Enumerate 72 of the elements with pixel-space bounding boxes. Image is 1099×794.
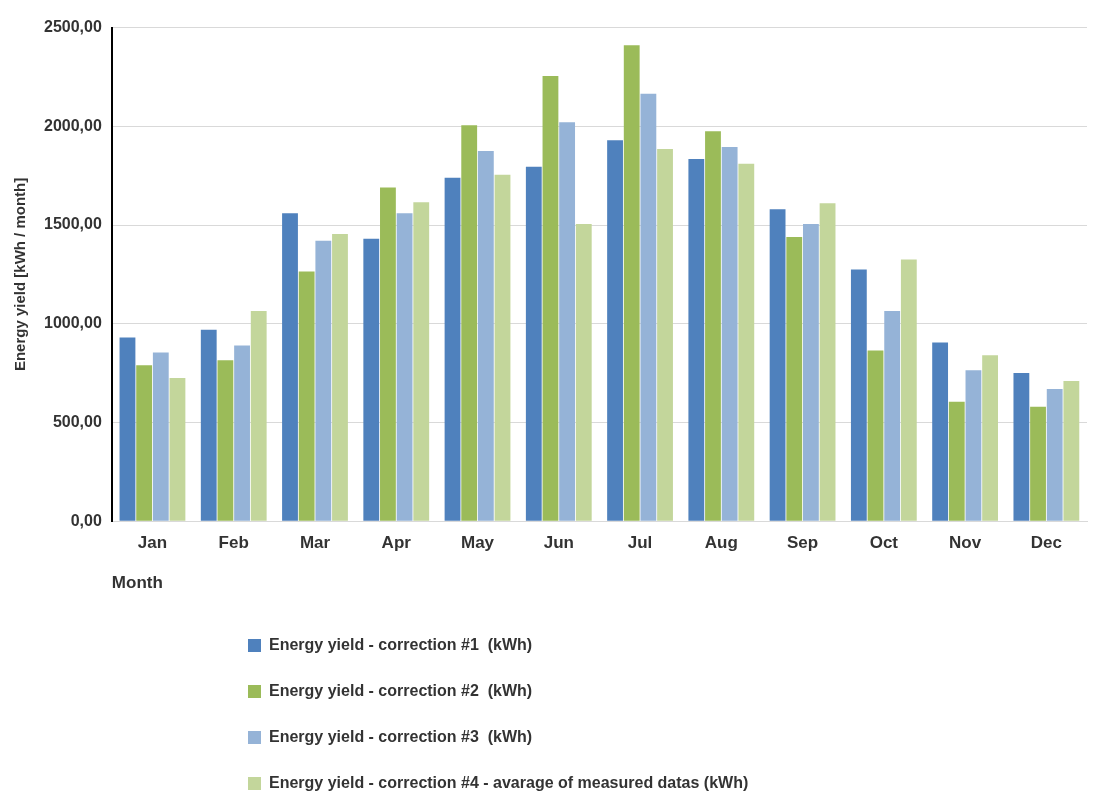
y-tick-label: 500,00 — [52, 412, 102, 430]
bar — [363, 238, 380, 521]
x-tick-label: Apr — [381, 533, 412, 553]
y-tick-label: 2000,00 — [43, 116, 102, 134]
bar — [1030, 406, 1046, 521]
legend-label: Energy yield - correction #1 (kWh) — [269, 636, 533, 654]
bar — [119, 337, 136, 521]
bar — [900, 259, 917, 521]
x-tick-label: Jul — [627, 533, 653, 553]
x-tick-label: May — [460, 533, 495, 553]
bar — [477, 151, 494, 521]
bar — [721, 147, 738, 521]
y-tick-label: 0,00 — [70, 511, 102, 529]
bar — [525, 166, 542, 521]
y-tick-label: 2500,00 — [43, 18, 102, 36]
bar — [575, 224, 592, 521]
y-axis-title: Energy yield [kWh / month] — [11, 177, 29, 372]
bar — [850, 269, 867, 521]
bar — [494, 174, 511, 521]
x-tick-label: Feb — [218, 533, 249, 553]
x-axis-title: Month — [111, 573, 163, 593]
bar — [217, 360, 234, 521]
bar — [298, 271, 315, 521]
x-tick-label: Jan — [137, 533, 168, 553]
x-tick-label: Dec — [1030, 533, 1062, 553]
x-tick-label: Mar — [299, 533, 331, 553]
bar — [444, 177, 461, 521]
legend-label: Energy yield - correction #4 - avarage of measured datas (kWh) — [269, 774, 749, 792]
bar — [769, 209, 786, 521]
x-tick-label: Sep — [786, 533, 819, 553]
bar — [250, 310, 267, 521]
bar — [542, 75, 559, 521]
legend-label: Energy yield - correction #3 (kWh) — [269, 728, 533, 746]
x-tick-label: Oct — [869, 533, 899, 553]
bar — [802, 224, 819, 521]
bar — [136, 365, 153, 521]
bar — [867, 350, 884, 521]
bar — [152, 352, 169, 521]
x-tick-label: Jun — [543, 533, 574, 553]
legend-label: Energy yield - correction #2 (kWh) — [269, 682, 533, 700]
y-tick-label: 1000,00 — [43, 314, 102, 332]
bar — [282, 213, 298, 521]
bar — [932, 342, 949, 521]
bar — [1063, 381, 1080, 521]
bar — [380, 187, 396, 521]
bar — [786, 236, 803, 521]
bar — [607, 140, 623, 521]
x-tick-label: Aug — [704, 533, 738, 553]
x-tick-label: Nov — [949, 533, 982, 553]
bar — [640, 93, 657, 521]
bar — [413, 202, 430, 521]
bar — [884, 310, 901, 521]
bar — [234, 345, 250, 521]
bar — [1013, 373, 1030, 521]
bar — [657, 149, 673, 521]
bar — [982, 355, 999, 521]
bar — [738, 163, 755, 521]
bar — [315, 240, 332, 521]
bar — [169, 378, 186, 521]
bar — [705, 131, 721, 521]
y-tick-label: 1500,00 — [43, 215, 102, 233]
bar — [948, 401, 965, 521]
bar — [819, 203, 836, 521]
bar — [965, 370, 982, 521]
bar — [623, 45, 640, 521]
bar — [332, 233, 348, 521]
bar — [396, 213, 413, 521]
bar — [688, 158, 705, 521]
bar — [200, 329, 217, 521]
bar — [559, 122, 576, 521]
bar — [1046, 388, 1063, 521]
bar — [461, 125, 478, 521]
